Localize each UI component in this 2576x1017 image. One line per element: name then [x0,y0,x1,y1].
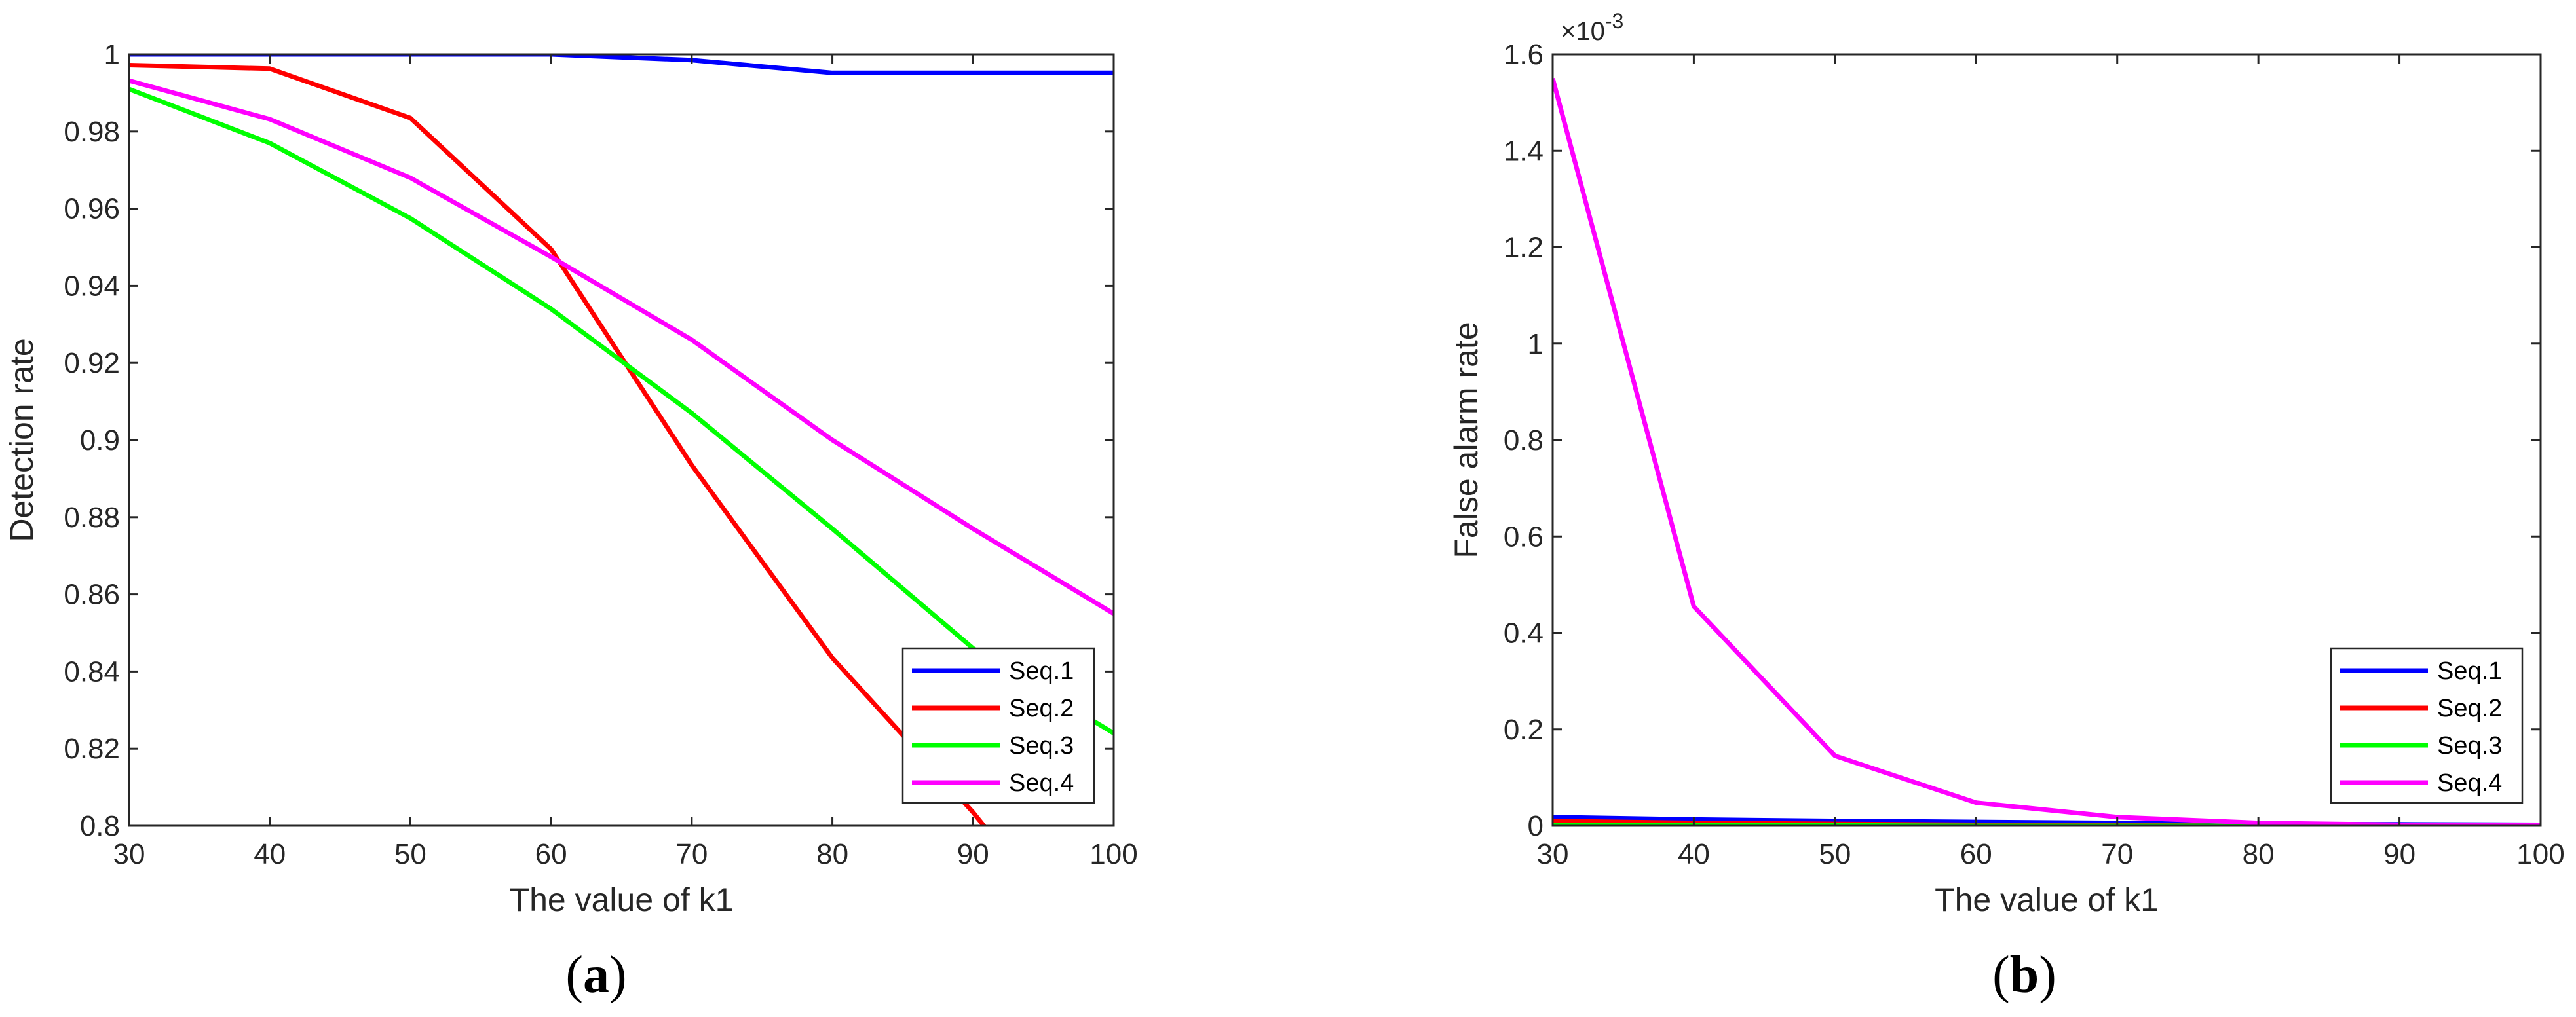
x-tick-label: 60 [535,838,567,870]
caption-b: (b) [1992,946,2056,1004]
y-tick-label: 0.92 [64,347,120,379]
y-tick-label: 0.9 [80,424,120,456]
x-tick-label: 80 [816,838,848,870]
y-tick-label: 0.6 [1504,521,1544,553]
y-tick-label: 0.96 [64,193,120,225]
legend-box [2330,647,2524,804]
y-tick-label: 0.8 [80,810,120,842]
y-tick-label: 1 [104,39,120,71]
y-tick-label: 0 [1528,810,1544,842]
y-axis-label: Detection rate [3,338,40,542]
y-exponent-label: ×10-3 [1561,9,1623,46]
caption-a-letter: a [583,946,609,1004]
series-line-seq-4 [129,78,1114,616]
x-tick-label: 50 [1819,838,1851,870]
y-tick-label: 0.82 [64,733,120,765]
y-axis-label: False alarm rate [1448,322,1485,558]
legend-label-seq-4: Seq.4 [1009,769,1074,797]
legend-label-seq-4: Seq.4 [2437,769,2502,797]
legend: Seq.1 Seq.2 Seq.3 Seq.4 [2330,647,2524,804]
x-tick-label: 100 [1089,838,1137,870]
y-tick-label: 0.2 [1504,714,1544,746]
y-tick-label: 0.8 [1504,424,1544,456]
y-exponent-base: ×10 [1561,17,1605,46]
x-tick-label: 60 [1960,838,1992,870]
x-tick-label: 90 [957,838,989,870]
chart-b-false-alarm-rate: 30 40 50 60 70 80 90 100 0 0.2 0.4 0.6 0.8 1 1.2 1.4 1.6… [1448,9,2565,918]
x-tick-label: 90 [2383,838,2415,870]
y-tick-label: 1 [1528,328,1544,360]
series-line-seq-3 [129,86,1114,735]
x-tick-label: 70 [675,838,708,870]
x-tick-label: 30 [1537,838,1569,870]
chart-a-detection-rate: 30 40 50 60 70 80 90 100 0.8 0.82 0.84 0.86 0.88 0.9 0… [3,39,1138,918]
x-tick-label: 30 [113,838,145,870]
y-tick-label: 1.4 [1504,135,1544,167]
x-tick-label: 80 [2243,838,2275,870]
x-tick-label: 40 [254,838,286,870]
legend-label-seq-3: Seq.3 [2437,732,2502,760]
legend: Seq.1 Seq.2 Seq.3 Seq.4 [901,647,1095,804]
legend-label-seq-2: Seq.2 [1009,695,1074,722]
series-line-seq-1 [129,54,1114,75]
x-tick-label: 70 [2101,838,2133,870]
y-tick-label: 0.86 [64,579,120,611]
y-tick-label: 0.88 [64,502,120,534]
legend-label-seq-3: Seq.3 [1009,732,1074,760]
legend-label-seq-1: Seq.1 [1009,657,1074,685]
y-tick-label: 0.4 [1504,618,1544,650]
series-line-seq-4 [1553,77,2541,826]
x-tick-label: 40 [1678,838,1710,870]
legend-label-seq-2: Seq.2 [2437,695,2502,722]
x-axis-label: The value of k1 [510,881,734,918]
caption-a: (a) [565,946,626,1004]
legend-label-seq-1: Seq.1 [2437,657,2502,685]
x-axis-label: The value of k1 [1935,881,2159,918]
x-tick-label: 100 [2516,838,2564,870]
y-tick-label: 0.94 [64,270,120,302]
caption-b-letter: b [2010,946,2039,1004]
y-tick-label: 0.84 [64,656,120,688]
x-tick-label: 50 [394,838,426,870]
y-tick-label: 1.6 [1504,39,1544,71]
y-exponent-power: -3 [1605,9,1623,33]
y-tick-label: 1.2 [1504,232,1544,264]
legend-box [901,647,1095,804]
y-tick-label: 0.98 [64,116,120,148]
